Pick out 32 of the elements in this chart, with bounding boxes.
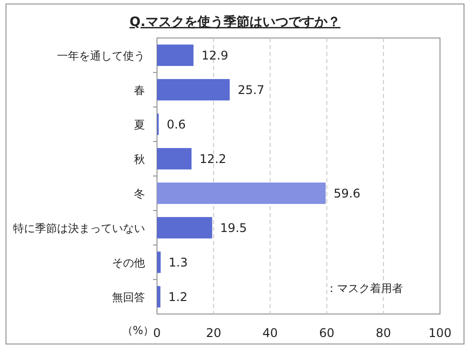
data-label: 1.3 bbox=[168, 255, 188, 270]
y-tick-label: 春 bbox=[134, 84, 145, 97]
bar bbox=[157, 79, 230, 100]
chart-title: Q.マスクを使う季節はいつですか？ bbox=[130, 14, 340, 30]
y-tick-label: 無回答 bbox=[112, 290, 145, 304]
data-label: 1.2 bbox=[168, 290, 188, 304]
x-axis-title: （%） bbox=[122, 324, 154, 337]
y-tick-label: その他 bbox=[112, 256, 145, 270]
y-tick-label: 冬 bbox=[134, 187, 145, 200]
y-tick-label: 特に季節は決まっていない bbox=[13, 222, 145, 235]
bar bbox=[157, 182, 326, 204]
bar bbox=[157, 217, 212, 238]
data-label: 12.2 bbox=[200, 152, 226, 166]
y-tick-label: 夏 bbox=[134, 118, 145, 132]
x-tick-label: 80 bbox=[376, 326, 392, 340]
bar bbox=[157, 44, 194, 66]
x-tick-label: 20 bbox=[206, 326, 222, 340]
data-label: 12.9 bbox=[202, 48, 228, 62]
y-tick-label: 一年を通して使う bbox=[57, 49, 145, 62]
bar bbox=[157, 252, 161, 273]
data-label: 19.5 bbox=[220, 220, 247, 235]
x-tick-label: 0 bbox=[153, 326, 161, 340]
x-tick-label: 100 bbox=[428, 326, 452, 340]
annotation: ：マスク着用者 bbox=[326, 282, 403, 295]
x-tick-label: 40 bbox=[262, 326, 278, 340]
y-tick-label: 秋 bbox=[134, 152, 145, 166]
x-tick-label: 60 bbox=[319, 326, 334, 340]
data-label: 59.6 bbox=[334, 186, 360, 200]
bar bbox=[157, 286, 160, 308]
data-label: 25.7 bbox=[238, 82, 264, 97]
data-label: 0.6 bbox=[166, 117, 186, 132]
bar bbox=[157, 148, 192, 170]
